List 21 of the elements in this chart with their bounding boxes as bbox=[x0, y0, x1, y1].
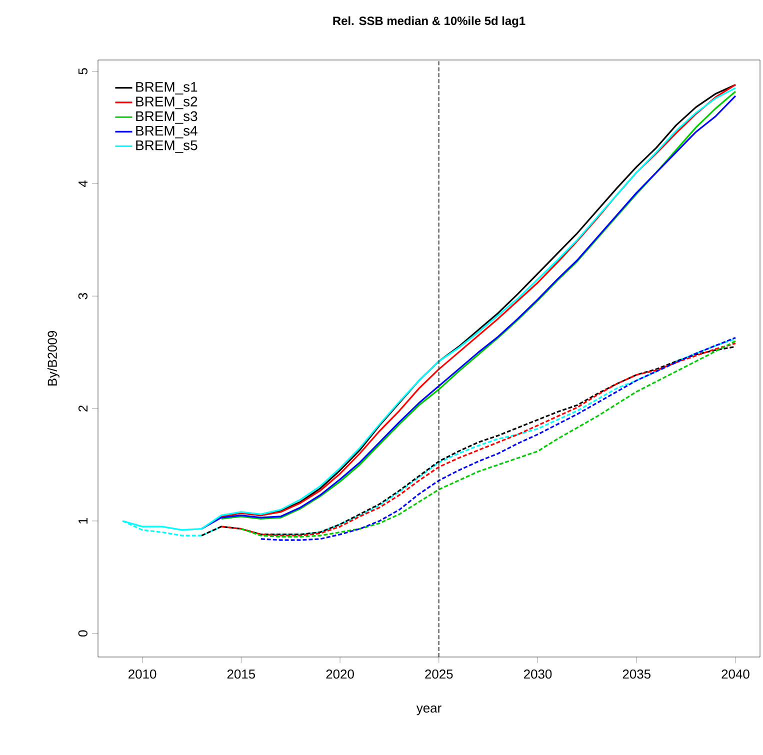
y-tick-label: 0 bbox=[78, 630, 88, 636]
y-tick-label: 5 bbox=[78, 68, 88, 74]
y-tick-label: 1 bbox=[78, 518, 88, 524]
x-tick-label: 2020 bbox=[326, 670, 354, 679]
x-tick-label: 2040 bbox=[722, 670, 750, 679]
x-tick-label: 2030 bbox=[524, 670, 552, 679]
y-tick-label: 3 bbox=[78, 293, 88, 300]
y-tick-label: 4 bbox=[78, 180, 88, 187]
legend-label: BREM_s4 bbox=[136, 126, 198, 138]
x-tick-label: 2015 bbox=[227, 670, 256, 679]
legend-label: BREM_s5 bbox=[136, 140, 198, 153]
legend-label: BREM_s2 bbox=[136, 96, 198, 110]
x-tick-label: 2025 bbox=[425, 670, 453, 679]
y-axis-title: By/B2009 bbox=[47, 331, 60, 386]
x-tick-label: 2035 bbox=[622, 670, 650, 679]
y-tick-label: 2 bbox=[78, 406, 88, 412]
legend-label: BREM_s3 bbox=[136, 111, 198, 124]
legend-label: BREM_s1 bbox=[136, 82, 198, 94]
chart-title: Rel. SSB median & 10%ile 5d lag1 bbox=[333, 16, 526, 28]
x-axis-title: year bbox=[416, 706, 442, 716]
x-tick-label: 2010 bbox=[128, 670, 156, 679]
